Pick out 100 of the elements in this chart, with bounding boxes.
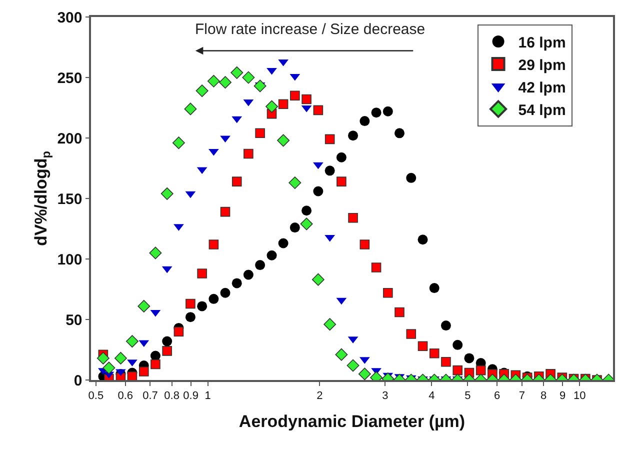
point <box>208 240 219 250</box>
point <box>278 238 288 248</box>
point <box>243 270 254 280</box>
point <box>313 186 324 196</box>
point <box>266 100 278 113</box>
legend-label: 16 lpm <box>518 34 566 52</box>
y-tick-label: 200 <box>57 130 82 148</box>
point <box>219 76 232 89</box>
point <box>102 362 116 374</box>
point <box>324 166 335 176</box>
point <box>288 176 302 190</box>
x-tick-label: 7 <box>518 390 526 402</box>
point <box>358 368 371 380</box>
x-tick-label: 8 <box>540 390 547 402</box>
point <box>208 294 219 304</box>
point <box>452 365 463 376</box>
point <box>371 262 382 272</box>
point <box>207 74 220 88</box>
point <box>336 176 346 186</box>
point <box>277 134 290 147</box>
x-tick-label: 0.6 <box>118 390 133 402</box>
annotation: Flow rate increase / Size decrease <box>195 21 426 38</box>
point <box>324 318 336 331</box>
point <box>150 350 160 361</box>
point <box>126 335 138 348</box>
x-tick-label: 1 <box>204 390 211 402</box>
legend-label: 42 lpm <box>518 79 566 96</box>
point <box>360 116 370 126</box>
point <box>429 283 440 294</box>
x-tick-label: 10 <box>573 390 586 402</box>
point <box>336 152 346 162</box>
point <box>172 136 185 150</box>
y-tick-label: 300 <box>57 9 82 26</box>
point <box>197 268 207 278</box>
point <box>452 340 463 350</box>
point <box>230 66 244 79</box>
y-tick-label: 0 <box>74 372 82 390</box>
point <box>185 312 196 322</box>
point <box>383 288 393 298</box>
x-tick-label: 6 <box>494 390 500 402</box>
point <box>116 369 126 376</box>
point <box>242 71 255 84</box>
point <box>406 329 416 339</box>
point <box>162 346 172 356</box>
point <box>255 128 265 138</box>
point <box>232 176 242 186</box>
point <box>186 298 196 309</box>
x-tick-label: 0.8 <box>164 390 180 402</box>
point <box>232 278 242 288</box>
point <box>196 84 208 98</box>
point <box>418 341 428 352</box>
point <box>335 348 348 361</box>
point <box>138 366 149 376</box>
x-tick-label: 9 <box>560 390 566 402</box>
point <box>162 336 172 346</box>
point <box>160 187 174 200</box>
point <box>382 106 393 116</box>
point <box>348 130 358 141</box>
legend-label: 29 lpm <box>518 56 566 74</box>
point <box>464 353 474 364</box>
point <box>394 128 404 138</box>
point <box>300 218 313 230</box>
x-tick-label: 0.5 <box>88 390 104 402</box>
point <box>197 301 208 312</box>
point <box>254 80 266 92</box>
point <box>149 246 162 260</box>
point <box>440 320 451 331</box>
point <box>302 94 312 104</box>
legend-label: 54 lpm <box>518 102 566 119</box>
point <box>290 222 300 233</box>
point <box>184 102 197 116</box>
x-tick-label: 0.9 <box>183 390 198 402</box>
point <box>324 134 335 144</box>
x-tick-label: 2 <box>316 390 323 402</box>
point <box>313 105 324 116</box>
y-tick-label: 100 <box>57 251 82 268</box>
x-tick-label: 4 <box>428 390 435 402</box>
point <box>114 352 127 364</box>
point <box>255 260 266 270</box>
point <box>371 108 382 118</box>
point <box>127 371 138 380</box>
point <box>174 326 184 336</box>
y-tick-label: 150 <box>57 190 82 208</box>
point <box>150 359 160 370</box>
point <box>394 307 404 318</box>
point <box>266 250 277 260</box>
x-tick-label: 0.7 <box>142 390 158 402</box>
point <box>406 172 416 183</box>
point <box>278 99 288 110</box>
point <box>302 206 312 216</box>
point <box>348 212 358 223</box>
point <box>346 359 360 372</box>
point <box>429 348 440 358</box>
x-axis-title: Aerodynamic Diameter (µm) <box>238 412 466 431</box>
x-tick-label: 5 <box>464 390 471 402</box>
point <box>441 356 451 367</box>
point <box>290 90 300 101</box>
point <box>266 68 277 75</box>
point <box>244 148 254 159</box>
point <box>418 234 428 245</box>
